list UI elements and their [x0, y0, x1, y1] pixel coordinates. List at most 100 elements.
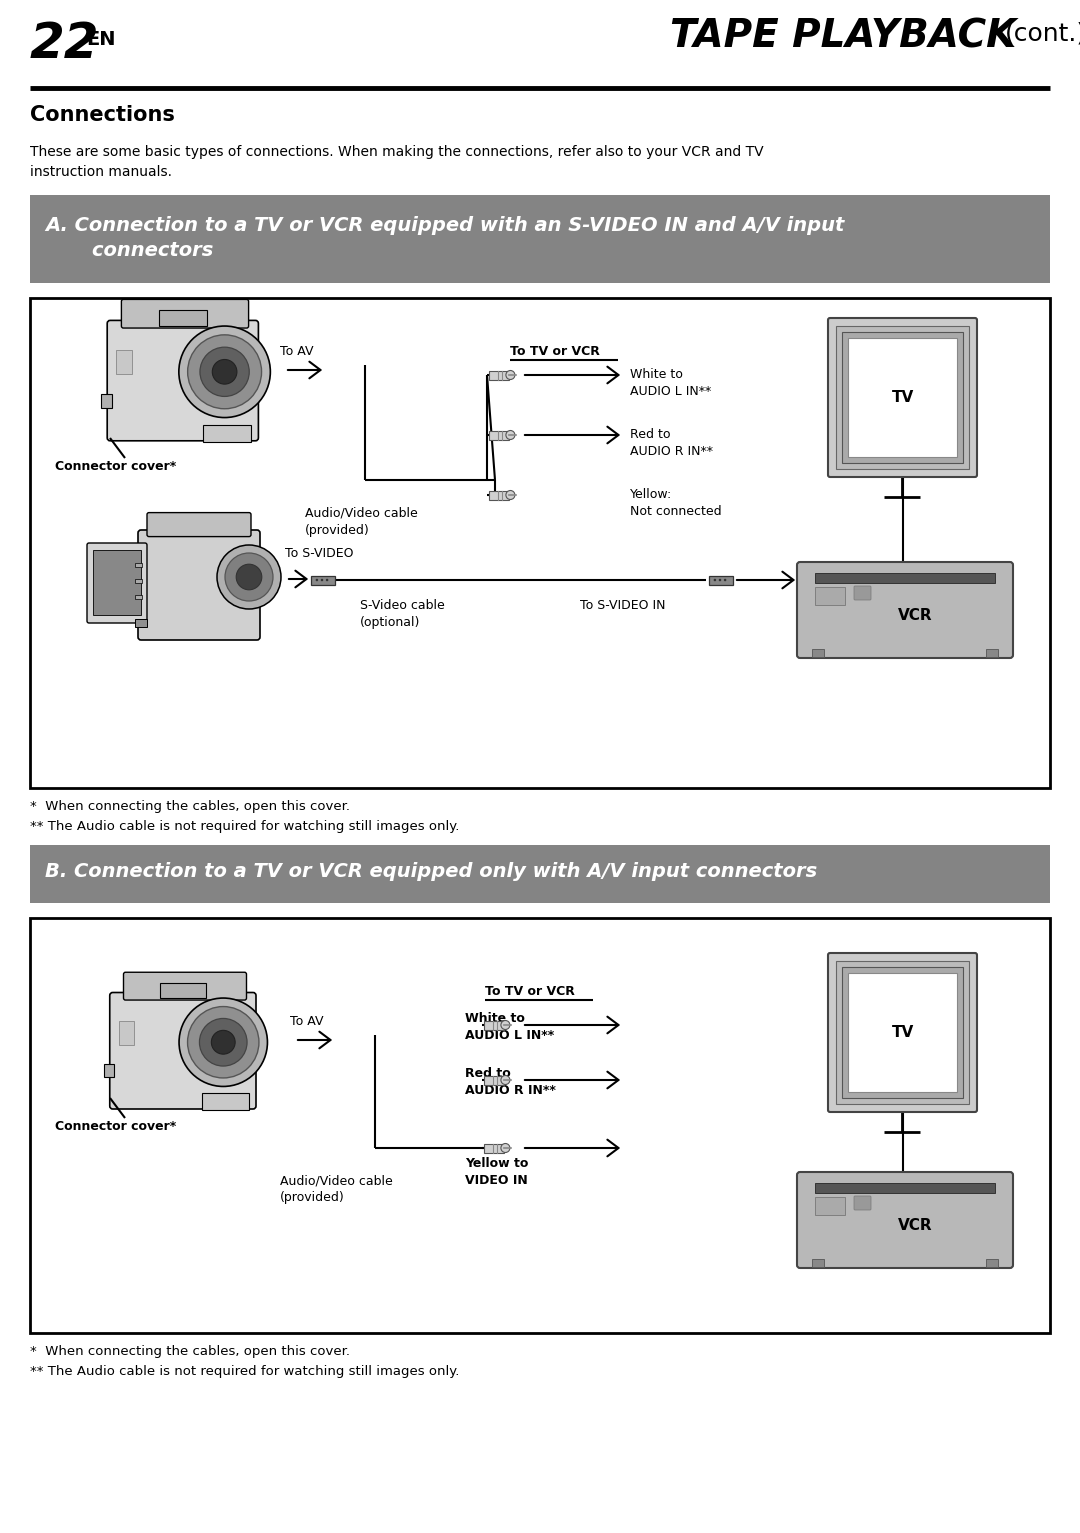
- Text: To S-VIDEO: To S-VIDEO: [285, 547, 353, 560]
- Circle shape: [200, 1018, 247, 1065]
- Text: TAPE PLAYBACK: TAPE PLAYBACK: [670, 18, 1016, 57]
- Bar: [30, 297, 1050, 788]
- Circle shape: [225, 553, 273, 601]
- Bar: [484, 1144, 503, 1153]
- FancyBboxPatch shape: [123, 972, 246, 1000]
- Bar: [836, 327, 969, 469]
- Bar: [815, 573, 995, 583]
- Text: To TV or VCR: To TV or VCR: [510, 345, 599, 359]
- Bar: [119, 1021, 134, 1046]
- Bar: [93, 550, 141, 615]
- FancyBboxPatch shape: [147, 512, 251, 537]
- Bar: [30, 195, 1050, 284]
- FancyBboxPatch shape: [854, 586, 870, 599]
- Bar: [117, 350, 132, 374]
- FancyBboxPatch shape: [121, 299, 248, 328]
- Text: Audio/Video cable
(provided): Audio/Video cable (provided): [280, 1174, 393, 1203]
- Text: White to
AUDIO L IN**: White to AUDIO L IN**: [630, 368, 712, 399]
- Circle shape: [326, 579, 328, 581]
- Circle shape: [213, 359, 237, 385]
- Bar: [105, 1064, 114, 1078]
- Circle shape: [217, 546, 281, 609]
- Bar: [489, 491, 509, 500]
- Text: ** The Audio cable is not required for watching still images only.: ** The Audio cable is not required for w…: [30, 1364, 459, 1378]
- Text: Red to
AUDIO R IN**: Red to AUDIO R IN**: [630, 428, 713, 458]
- Bar: [812, 648, 824, 658]
- Text: A. Connection to a TV or VCR equipped with an S-VIDEO IN and A/V input: A. Connection to a TV or VCR equipped wi…: [45, 216, 845, 235]
- Text: Yellow:
Not connected: Yellow: Not connected: [630, 487, 721, 518]
- Circle shape: [501, 1021, 510, 1030]
- FancyBboxPatch shape: [138, 530, 260, 639]
- Circle shape: [188, 1007, 259, 1078]
- Bar: [484, 1076, 503, 1084]
- Text: TV: TV: [891, 1026, 914, 1039]
- Bar: [815, 1197, 845, 1216]
- Text: To TV or VCR: To TV or VCR: [485, 986, 575, 998]
- Bar: [30, 845, 1050, 903]
- Circle shape: [179, 998, 268, 1087]
- FancyBboxPatch shape: [854, 1196, 870, 1210]
- Circle shape: [714, 579, 716, 581]
- Bar: [484, 1021, 503, 1030]
- Text: (cont.): (cont.): [1004, 21, 1080, 46]
- Text: *  When connecting the cables, open this cover.: * When connecting the cables, open this …: [30, 1344, 350, 1358]
- FancyBboxPatch shape: [797, 1173, 1013, 1268]
- Text: VCR: VCR: [897, 609, 932, 624]
- Text: Audio/Video cable
(provided): Audio/Video cable (provided): [305, 507, 418, 537]
- Circle shape: [505, 431, 515, 440]
- Text: White to
AUDIO L IN**: White to AUDIO L IN**: [465, 1012, 554, 1042]
- FancyBboxPatch shape: [828, 954, 977, 1111]
- Text: Connector cover*: Connector cover*: [55, 1121, 176, 1133]
- Bar: [848, 973, 957, 1091]
- Bar: [842, 967, 963, 1098]
- Circle shape: [724, 579, 727, 581]
- Text: S-Video cable
(optional): S-Video cable (optional): [360, 599, 445, 629]
- FancyBboxPatch shape: [797, 563, 1013, 658]
- Bar: [836, 961, 969, 1104]
- Text: connectors: connectors: [65, 241, 214, 261]
- Text: TV: TV: [891, 389, 914, 405]
- Bar: [135, 595, 141, 599]
- Bar: [159, 310, 207, 327]
- Bar: [135, 563, 141, 567]
- Circle shape: [501, 1076, 510, 1084]
- Circle shape: [200, 346, 249, 397]
- Text: VCR: VCR: [897, 1219, 932, 1234]
- Text: To AV: To AV: [291, 1015, 324, 1029]
- Bar: [202, 1093, 248, 1110]
- Bar: [311, 576, 335, 586]
- Text: Yellow to
VIDEO IN: Yellow to VIDEO IN: [465, 1157, 528, 1187]
- Text: *  When connecting the cables, open this cover.: * When connecting the cables, open this …: [30, 800, 350, 812]
- FancyBboxPatch shape: [107, 320, 258, 442]
- FancyBboxPatch shape: [87, 543, 147, 622]
- Bar: [160, 983, 206, 998]
- Bar: [135, 619, 147, 627]
- Circle shape: [505, 491, 515, 500]
- FancyBboxPatch shape: [828, 317, 977, 477]
- Text: 22: 22: [30, 20, 99, 67]
- Text: Connections: Connections: [30, 104, 175, 126]
- Bar: [708, 576, 733, 586]
- Circle shape: [505, 371, 515, 380]
- Bar: [102, 394, 112, 408]
- FancyBboxPatch shape: [110, 992, 256, 1108]
- Bar: [986, 648, 998, 658]
- Text: To AV: To AV: [280, 345, 313, 359]
- Bar: [489, 431, 509, 440]
- Bar: [30, 918, 1050, 1334]
- Circle shape: [179, 327, 270, 417]
- Text: To S-VIDEO IN: To S-VIDEO IN: [580, 599, 665, 612]
- Bar: [815, 587, 845, 606]
- Bar: [815, 1183, 995, 1193]
- Text: EN: EN: [86, 31, 116, 49]
- Circle shape: [321, 579, 323, 581]
- Circle shape: [212, 1030, 235, 1055]
- Bar: [203, 425, 251, 442]
- Text: Red to
AUDIO R IN**: Red to AUDIO R IN**: [465, 1067, 556, 1098]
- Circle shape: [501, 1144, 510, 1153]
- Bar: [812, 1259, 824, 1266]
- Circle shape: [237, 564, 261, 590]
- Text: Connector cover*: Connector cover*: [55, 460, 176, 474]
- Bar: [135, 578, 141, 584]
- Bar: [842, 333, 963, 463]
